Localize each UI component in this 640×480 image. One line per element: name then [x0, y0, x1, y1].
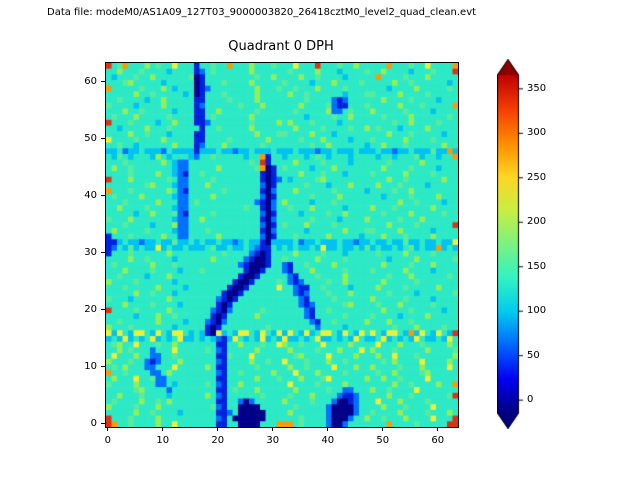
plot-area: [105, 62, 459, 428]
x-tick-mark: [382, 427, 384, 431]
y-tick-label: 0: [90, 417, 97, 429]
y-tick-label: 40: [84, 190, 97, 202]
data-file-label: Data file: modeM0/AS1A09_127T03_90000038…: [47, 7, 477, 18]
colorbar-tick-label: 250: [527, 171, 547, 183]
colorbar-tick-label: 0: [527, 394, 534, 406]
y-tick-label: 50: [84, 133, 97, 145]
y-tick-label: 60: [84, 76, 97, 88]
chart-title: Quadrant 0 DPH: [228, 39, 334, 54]
y-tick-mark: [101, 308, 105, 310]
x-tick-label: 50: [376, 435, 390, 446]
heatmap-image: [106, 63, 458, 427]
colorbar-tick-label: 350: [527, 82, 547, 94]
x-tick-mark: [272, 427, 274, 431]
x-tick-label: 20: [211, 435, 225, 446]
x-tick-mark: [217, 427, 219, 431]
y-tick-mark: [101, 252, 105, 254]
colorbar-tick-label: 150: [527, 260, 547, 272]
colorbar-tick-label: 300: [527, 127, 547, 139]
y-tick-label: 30: [84, 247, 97, 259]
y-tick-label: 10: [84, 360, 97, 372]
x-tick-mark: [107, 427, 109, 431]
x-tick-mark: [162, 427, 164, 431]
x-tick-label: 10: [156, 435, 170, 446]
x-tick-label: 60: [431, 435, 445, 446]
colorbar-tick-label: 200: [527, 216, 547, 228]
y-tick-mark: [101, 138, 105, 140]
colorbar-tick-label: 100: [527, 305, 547, 317]
y-tick-label: 20: [84, 303, 97, 315]
x-tick-label: 40: [321, 435, 335, 446]
x-tick-mark: [437, 427, 439, 431]
y-tick-mark: [101, 81, 105, 83]
colorbar: [497, 59, 531, 429]
x-tick-label: 30: [266, 435, 280, 446]
y-tick-mark: [101, 422, 105, 424]
x-tick-mark: [327, 427, 329, 431]
y-tick-mark: [101, 365, 105, 367]
colorbar-tick-label: 50: [527, 349, 540, 361]
x-tick-label: 0: [104, 435, 111, 446]
y-tick-mark: [101, 195, 105, 197]
